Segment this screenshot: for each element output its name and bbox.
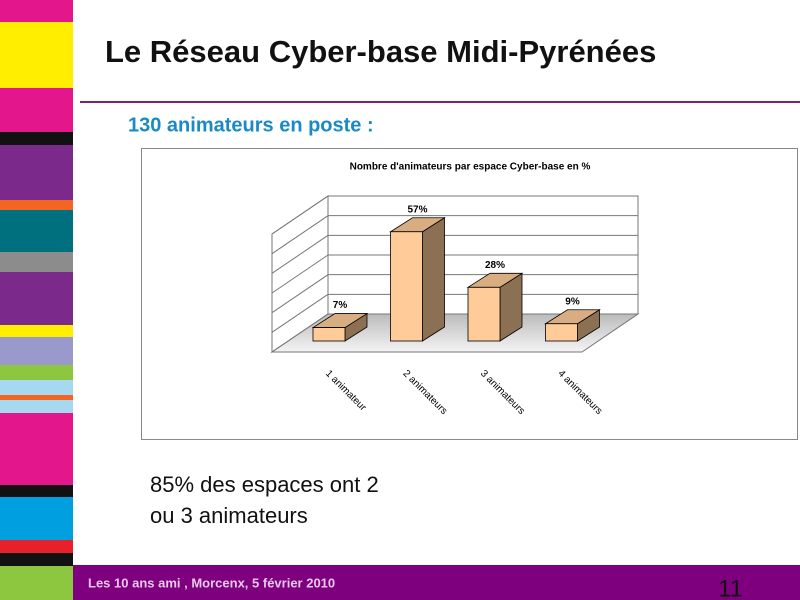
- stripe: [0, 365, 73, 380]
- bar-side: [422, 217, 445, 342]
- grid-line: [271, 274, 329, 314]
- stripe: [0, 497, 73, 540]
- stripe: [0, 380, 73, 395]
- subtitle: 130 animateurs en poste :: [128, 114, 374, 136]
- stripe: [0, 200, 73, 210]
- grid-line: [271, 234, 329, 274]
- body-text: 85% des espaces ont 2: [150, 472, 379, 497]
- stripe: [0, 210, 73, 252]
- chart-title: Nombre d'animateurs par espace Cyber-bas…: [350, 162, 591, 173]
- value-label: 28%: [485, 260, 505, 271]
- slide-title: Le Réseau Cyber-base Midi-Pyrénées: [105, 34, 656, 69]
- color-stripes: [0, 0, 73, 600]
- grid-line: [271, 215, 329, 255]
- value-label: 7%: [333, 300, 348, 311]
- stripe: [0, 337, 73, 365]
- stripe: [0, 553, 73, 566]
- bar: [390, 231, 423, 342]
- grid-line: [271, 254, 329, 294]
- bar: [467, 286, 501, 342]
- stripe: [0, 252, 73, 272]
- stripe: [0, 88, 73, 132]
- value-label: 9%: [565, 296, 580, 307]
- stripe: [0, 0, 73, 22]
- bar: [312, 327, 346, 342]
- body-text: ou 3 animateurs: [150, 503, 308, 528]
- stripe: [0, 413, 73, 485]
- stripe: [0, 272, 73, 325]
- grid-line: [271, 313, 329, 353]
- stripe: [0, 566, 73, 600]
- stripe: [0, 132, 73, 145]
- stripe: [0, 485, 73, 497]
- stripe: [0, 145, 73, 200]
- footer-bar: [73, 565, 800, 600]
- stripe: [0, 395, 73, 400]
- stripe: [0, 325, 73, 337]
- page-number: 11: [718, 575, 743, 600]
- stripe: [0, 22, 73, 88]
- stripe: [0, 540, 73, 553]
- value-label: 57%: [407, 204, 427, 215]
- grid-line: [271, 195, 329, 235]
- bar: [545, 323, 578, 342]
- footer-text: Les 10 ans ami , Morcenx, 5 février 2010: [88, 575, 335, 590]
- stripe: [0, 400, 73, 413]
- grid-line: [271, 293, 329, 333]
